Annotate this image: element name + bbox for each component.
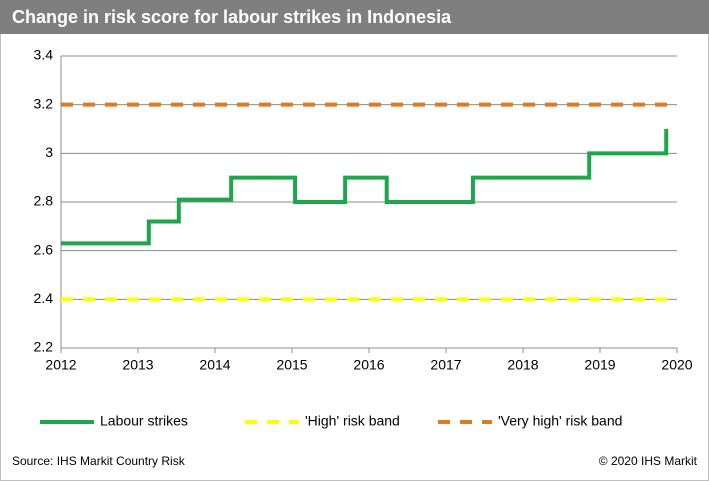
y-tick-label: 2.8 (34, 193, 54, 209)
x-tick-label: 2017 (430, 357, 461, 373)
x-tick-label: 2018 (507, 357, 538, 373)
x-tick-label: 2014 (199, 357, 230, 373)
y-tick-label: 2.4 (34, 290, 54, 306)
x-tick-label: 2020 (661, 357, 692, 373)
y-tick-label: 2.6 (34, 241, 54, 257)
legend-label: Labour strikes (100, 413, 188, 429)
y-tick-label: 2.2 (34, 339, 54, 355)
x-tick-label: 2015 (276, 357, 307, 373)
source: Source: IHS Markit Country Risk (12, 454, 186, 468)
title-bar (0, 0, 709, 34)
y-tick-label: 3.4 (34, 47, 54, 63)
legend-label: 'Very high' risk band (498, 413, 622, 429)
x-tick-label: 2013 (122, 357, 153, 373)
y-tick-label: 3 (45, 144, 53, 160)
copyright: © 2020 IHS Markit (599, 454, 698, 468)
x-tick-label: 2019 (584, 357, 615, 373)
chart-title: Change in risk score for labour strikes … (12, 7, 452, 27)
x-tick-label: 2012 (45, 357, 76, 373)
y-tick-label: 3.2 (34, 95, 54, 111)
legend-label: 'High' risk band (305, 413, 400, 429)
x-tick-label: 2016 (353, 357, 384, 373)
series-line (61, 129, 669, 246)
